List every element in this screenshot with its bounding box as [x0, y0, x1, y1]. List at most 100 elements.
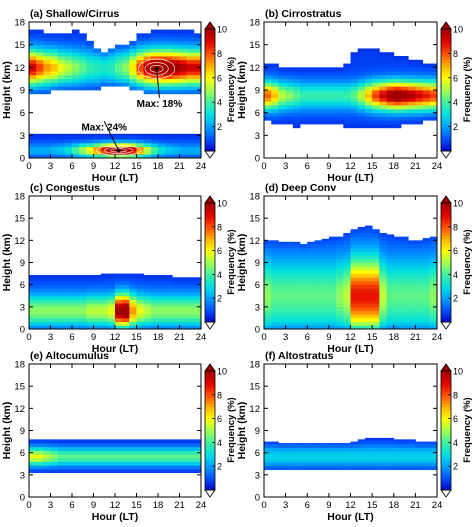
heatmap-cell [165, 280, 173, 286]
heatmap-cell [314, 462, 323, 467]
heatmap-cell [386, 277, 395, 282]
heatmap-cell [386, 317, 395, 323]
heatmap-cell [179, 277, 188, 282]
heatmap-cell [193, 63, 202, 68]
heatmap-cell [336, 240, 344, 245]
heatmap-cell [278, 314, 287, 319]
heatmap-cell [150, 317, 159, 323]
heatmap-cell [50, 457, 59, 462]
heatmap-cell [364, 292, 373, 297]
colorbar-segment [205, 205, 215, 210]
heatmap-cell [314, 292, 323, 297]
heatmap-cell [321, 299, 330, 304]
heatmap-cell [350, 251, 359, 256]
y-tick-label: 6 [255, 280, 260, 291]
heatmap-cell [143, 317, 152, 323]
heatmap-cell [285, 314, 294, 319]
colorbar-segment [205, 412, 215, 417]
heatmap-cell [136, 48, 145, 53]
heatmap-cell [400, 462, 409, 467]
heatmap-cell [357, 105, 366, 110]
heatmap-cell [129, 468, 137, 474]
heatmap-cell [321, 82, 330, 87]
heatmap-cell [100, 82, 109, 87]
heatmap-cell [314, 325, 323, 330]
heatmap-cell [285, 120, 294, 125]
heatmap-cell [422, 101, 431, 106]
heatmap-cell [386, 108, 395, 114]
heatmap-cell [57, 317, 66, 323]
heatmap-cell [372, 105, 380, 110]
colorbar-max-extend [204, 363, 216, 372]
y-tick-label: 18 [249, 192, 260, 203]
heatmap-cell [393, 295, 402, 300]
heatmap-cell [64, 67, 73, 72]
heatmap-cell [186, 317, 195, 323]
heatmap-cell [186, 310, 195, 315]
heatmap-cell [115, 277, 123, 282]
heatmap-cell [278, 295, 287, 300]
heatmap-cell [343, 82, 351, 87]
heatmap-cell [79, 52, 87, 57]
heatmap-cell [307, 86, 315, 91]
colorbar-segment [441, 286, 451, 290]
heatmap-cell [36, 321, 44, 326]
colorbar-segment [205, 283, 215, 287]
heatmap-cell [336, 458, 344, 463]
y-axis-label: Height (km) [1, 234, 13, 292]
heatmap-cell [307, 262, 315, 267]
heatmap-cell [43, 299, 51, 304]
heatmap-cell [328, 71, 337, 76]
heatmap-cell [158, 78, 166, 83]
colorbar-tick-label: 6 [453, 73, 458, 83]
heatmap-cell [292, 82, 301, 87]
heatmap-cell [350, 124, 359, 129]
x-tick-label: 15 [131, 161, 142, 172]
heatmap-cell [292, 269, 301, 274]
heatmap-cell [100, 146, 109, 151]
colorbar-segment [205, 256, 215, 260]
colorbar-segment [441, 90, 451, 94]
colorbar-tick-label: 10 [217, 367, 227, 377]
heatmap-cell [129, 317, 137, 323]
heatmap-cell [314, 465, 323, 471]
heatmap-cell [264, 101, 272, 106]
heatmap-cell [43, 321, 51, 326]
heatmap-cell [193, 284, 202, 289]
heatmap-cell [179, 443, 188, 448]
heatmap-cell [36, 67, 44, 72]
x-tick-label: 21 [174, 332, 185, 343]
colorbar-segment [205, 439, 215, 443]
plot-frame [28, 363, 202, 498]
heatmap-cell [400, 120, 409, 125]
heatmap-cell [321, 93, 330, 98]
heatmap-cell [43, 468, 51, 474]
heatmap-cell [328, 67, 337, 72]
heatmap-cell [93, 443, 102, 448]
heatmap-cell [415, 112, 423, 117]
heatmap-cell [271, 240, 279, 245]
heatmap-cell [364, 284, 373, 289]
heatmap-cell [179, 465, 188, 470]
heatmap-cell [79, 37, 87, 42]
heatmap-cell [328, 74, 337, 80]
heatmap-cell [143, 146, 152, 151]
heatmap-cell [292, 280, 301, 286]
heatmap-cell [300, 105, 308, 110]
heatmap-cell [350, 317, 359, 323]
heatmap-cell [336, 317, 344, 323]
heatmap-cell [165, 135, 173, 140]
heatmap-cell [86, 52, 94, 57]
heatmap-cell [57, 325, 66, 330]
heatmap-cell [285, 74, 294, 80]
heatmap-cell [29, 29, 37, 34]
heatmap-cell [328, 314, 337, 319]
heatmap-cell [386, 258, 395, 263]
heatmap-cell [93, 314, 102, 319]
heatmap-cell [408, 462, 416, 467]
heatmap-cell [393, 440, 402, 445]
colorbar-tick-label: 2 [217, 122, 222, 132]
heatmap-cell [193, 280, 202, 286]
heatmap-cell [64, 40, 73, 46]
heatmap-cell [343, 292, 351, 297]
